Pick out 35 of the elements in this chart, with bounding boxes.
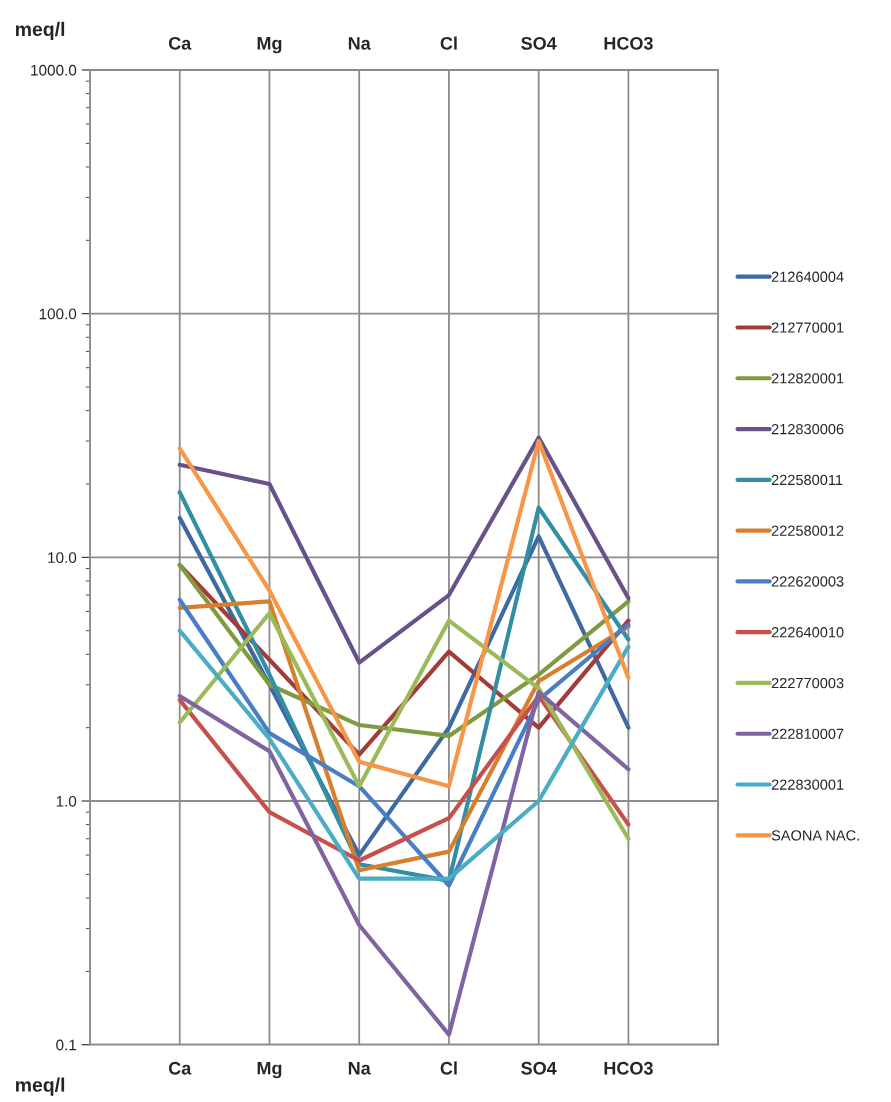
legend-label: 212830006 xyxy=(771,423,844,435)
line-series xyxy=(177,611,631,841)
category-label: Na xyxy=(348,37,371,50)
y-tick-label: 100.0 xyxy=(39,308,77,320)
category-label: SO4 xyxy=(521,36,557,50)
legend-label: 222620003 xyxy=(771,576,844,587)
x-tick-label: Mg xyxy=(257,1061,282,1079)
y-tick-label: 1000.0 xyxy=(31,64,77,76)
legend-label: SAONA NAC. xyxy=(771,830,859,841)
legend-label: 222640010 xyxy=(771,627,844,638)
x-tick-label: Na xyxy=(348,1062,371,1075)
x-tick-label: Cl xyxy=(440,1061,457,1075)
legend-label: 212820001 xyxy=(771,373,844,384)
line-series xyxy=(177,689,631,1037)
category-label: Mg xyxy=(257,37,282,54)
legend-label: 222770003 xyxy=(771,677,844,689)
legend-label: 222810007 xyxy=(771,728,844,739)
x-tick-label: SO4 xyxy=(521,1061,557,1075)
y-axis-title: meq/l xyxy=(15,21,65,40)
legend-label: 222830001 xyxy=(771,779,844,790)
y-tick-label: 1.0 xyxy=(56,795,77,807)
y-tick-label: 10.0 xyxy=(48,552,77,564)
category-label: HCO3 xyxy=(604,36,653,50)
legend-label: 222580011 xyxy=(771,474,843,486)
legend-label: 212640004 xyxy=(771,271,844,282)
y-tick-label: 0.1 xyxy=(56,1039,77,1051)
category-label: Ca xyxy=(168,36,192,50)
x-tick-label: HCO3 xyxy=(604,1061,653,1075)
x-tick-label: Ca xyxy=(168,1061,192,1075)
line-series xyxy=(177,435,631,665)
text: meq/l xyxy=(15,1077,65,1096)
legend-label: 212770001 xyxy=(771,322,844,333)
category-label: Cl xyxy=(440,36,457,50)
line-series xyxy=(177,438,631,789)
legend-label: 222580012 xyxy=(771,525,844,536)
